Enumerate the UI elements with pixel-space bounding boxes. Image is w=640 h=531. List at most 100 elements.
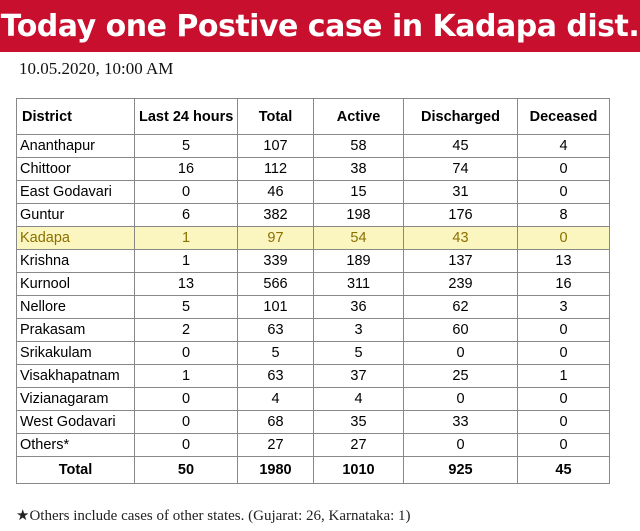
cell-deceased: 0 [517,226,610,250]
cell-district: Krishna [16,249,135,273]
cell-active: 36 [313,295,404,319]
headline-title: Today one Postive case in Kadapa dist. [0,8,640,44]
cell-total: 4 [237,387,314,411]
total-label: Total [16,456,135,484]
cell-deceased: 8 [517,203,610,227]
table-row: Chittoor 16 112 38 74 0 [16,157,610,181]
total-discharged: 925 [403,456,518,484]
table-row: Visakhapatnam 1 63 37 25 1 [16,364,610,388]
cell-last-24-hours: 0 [134,410,238,434]
cell-discharged: 0 [403,387,518,411]
header-discharged: Discharged [403,98,518,135]
cell-last-24-hours: 1 [134,364,238,388]
cell-district: West Godavari [16,410,135,434]
cell-district: Kadapa [16,226,135,250]
cell-discharged: 43 [403,226,518,250]
cell-total: 339 [237,249,314,273]
cell-discharged: 25 [403,364,518,388]
header-deceased: Deceased [517,98,610,135]
cell-discharged: 31 [403,180,518,204]
cell-last-24-hours: 5 [134,134,238,158]
cell-district: Visakhapatnam [16,364,135,388]
table-body: Ananthapur 5 107 58 45 4 Chittoor 16 112 38 74 0 Eas… [16,134,610,457]
cell-total: 566 [237,272,314,296]
total-active: 1010 [313,456,404,484]
cell-district: Kurnool [16,272,135,296]
cell-last-24-hours: 2 [134,318,238,342]
header-total: Total [237,98,314,135]
table-header-row: District Last 24 hours Total Active Disc… [16,98,610,135]
district-cases-table: District Last 24 hours Total Active Disc… [16,98,610,484]
cell-last-24-hours: 0 [134,180,238,204]
total-total: 1980 [237,456,314,484]
cell-deceased: 16 [517,272,610,296]
cell-deceased: 4 [517,134,610,158]
cell-total: 107 [237,134,314,158]
table-row: Ananthapur 5 107 58 45 4 [16,134,610,158]
cell-discharged: 176 [403,203,518,227]
cell-deceased: 13 [517,249,610,273]
cell-deceased: 0 [517,433,610,457]
cell-district: Guntur [16,203,135,227]
cell-active: 27 [313,433,404,457]
cell-discharged: 0 [403,341,518,365]
cell-discharged: 0 [403,433,518,457]
cell-total: 63 [237,364,314,388]
cell-total: 63 [237,318,314,342]
table-row: Prakasam 2 63 3 60 0 [16,318,610,342]
cell-total: 5 [237,341,314,365]
cell-deceased: 0 [517,387,610,411]
cell-active: 58 [313,134,404,158]
table-row: Kurnool 13 566 311 239 16 [16,272,610,296]
cell-district: Nellore [16,295,135,319]
cell-last-24-hours: 5 [134,295,238,319]
cell-active: 189 [313,249,404,273]
total-last-24-hours: 50 [134,456,238,484]
cell-total: 101 [237,295,314,319]
cell-deceased: 3 [517,295,610,319]
cell-active: 37 [313,364,404,388]
table-row: Nellore 5 101 36 62 3 [16,295,610,319]
headline-banner: Today one Postive case in Kadapa dist. [0,0,640,52]
cell-total: 27 [237,433,314,457]
cell-deceased: 0 [517,341,610,365]
cell-district: Srikakulam [16,341,135,365]
cell-last-24-hours: 16 [134,157,238,181]
cell-active: 4 [313,387,404,411]
cell-deceased: 0 [517,410,610,434]
cell-total: 112 [237,157,314,181]
cell-total: 382 [237,203,314,227]
table-row: West Godavari 0 68 35 33 0 [16,410,610,434]
cell-district: Chittoor [16,157,135,181]
cell-discharged: 60 [403,318,518,342]
cell-active: 198 [313,203,404,227]
table-row: Others* 0 27 27 0 0 [16,433,610,457]
cell-deceased: 1 [517,364,610,388]
cell-last-24-hours: 1 [134,226,238,250]
cell-district: East Godavari [16,180,135,204]
table-row: Krishna 1 339 189 137 13 [16,249,610,273]
cell-active: 3 [313,318,404,342]
cell-discharged: 137 [403,249,518,273]
cell-discharged: 45 [403,134,518,158]
cell-active: 35 [313,410,404,434]
total-row: Total 50 1980 1010 925 45 [16,456,610,484]
cell-deceased: 0 [517,157,610,181]
cell-district: Prakasam [16,318,135,342]
cell-last-24-hours: 13 [134,272,238,296]
header-district: District [16,98,135,135]
cell-active: 54 [313,226,404,250]
cell-district: Vizianagaram [16,387,135,411]
cell-active: 38 [313,157,404,181]
cell-total: 46 [237,180,314,204]
cell-last-24-hours: 0 [134,387,238,411]
table-row: Srikakulam 0 5 5 0 0 [16,341,610,365]
table-row: Guntur 6 382 198 176 8 [16,203,610,227]
cell-last-24-hours: 0 [134,341,238,365]
cell-last-24-hours: 1 [134,249,238,273]
table-row: East Godavari 0 46 15 31 0 [16,180,610,204]
cell-total: 68 [237,410,314,434]
table-row: Kadapa 1 97 54 43 0 [16,226,610,250]
header-last-24-hours: Last 24 hours [134,98,238,135]
table-row: Vizianagaram 0 4 4 0 0 [16,387,610,411]
